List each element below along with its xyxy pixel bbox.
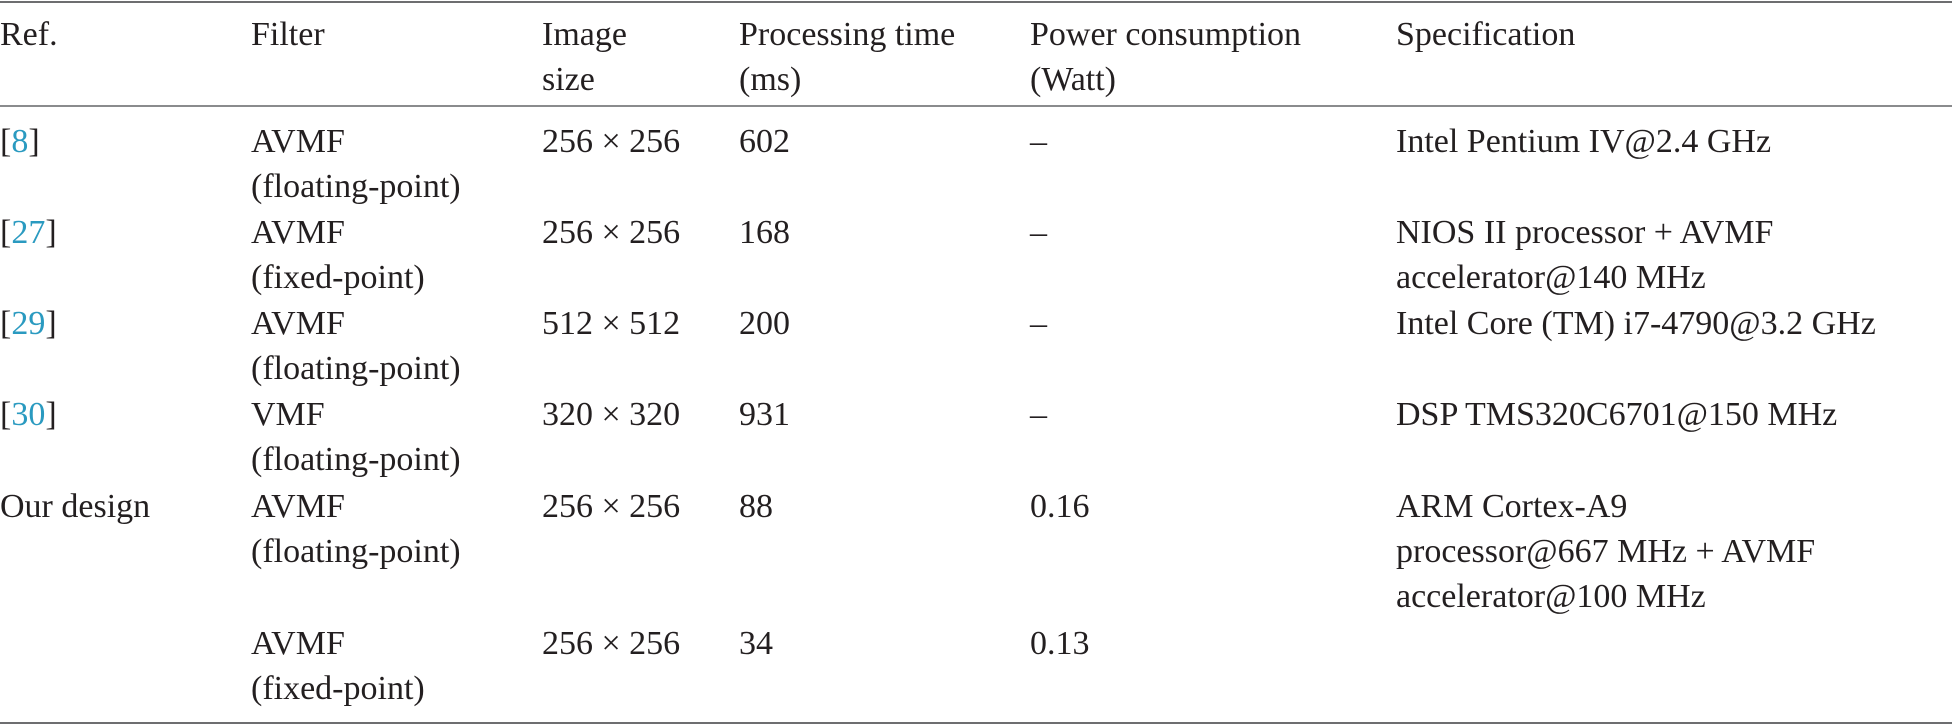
header-power-line1: Power consumption <box>1030 16 1302 53</box>
header-filter-label: Filter <box>251 16 325 53</box>
citation-link-30[interactable]: 30 <box>11 396 46 433</box>
header-processing-time-line1: Processing time <box>739 16 956 53</box>
row-6-processing-time: 34 <box>739 625 773 662</box>
row-4-ref: [30] <box>0 392 57 437</box>
row-1-image-size: 256 × 256 <box>542 123 681 160</box>
row-1-filter-line2: (floating-point) <box>251 168 461 205</box>
row-3-processing-time: 200 <box>739 305 790 342</box>
row-2-power: – <box>1030 214 1047 251</box>
row-5-power: 0.16 <box>1030 488 1090 525</box>
header-specification-label: Specification <box>1396 16 1576 53</box>
header-image-size-line2: size <box>542 61 595 98</box>
row-3-ref: [29] <box>0 301 57 346</box>
header-image-size: Image size <box>542 12 627 102</box>
row-5-spec-line3: accelerator@100 MHz <box>1396 578 1706 615</box>
bracket-close: ] <box>45 396 57 433</box>
row-5-filter: AVMF (floating-point) <box>251 484 461 574</box>
row-3-filter-line1: AVMF <box>251 305 345 342</box>
row-1-spec-line1: Intel Pentium IV@2.4 GHz <box>1396 123 1772 160</box>
row-6-power: 0.13 <box>1030 625 1090 662</box>
row-3-filter: AVMF (floating-point) <box>251 301 461 391</box>
row-5-filter-line2: (floating-point) <box>251 533 461 570</box>
citation-link-8[interactable]: 8 <box>11 123 29 160</box>
row-5-filter-line1: AVMF <box>251 488 345 525</box>
header-image-size-line1: Image <box>542 16 627 53</box>
row-1-ref: [8] <box>0 119 40 164</box>
row-2-spec-line2: accelerator@140 MHz <box>1396 259 1706 296</box>
header-processing-time-line2: (ms) <box>739 61 802 98</box>
citation-link-27[interactable]: 27 <box>11 214 46 251</box>
row-4-image-size: 320 × 320 <box>542 396 681 433</box>
row-2-ref: [27] <box>0 210 57 255</box>
header-specification: Specification <box>1396 12 1575 57</box>
row-4-filter-line1: VMF <box>251 396 325 433</box>
header-ref-label: Ref. <box>0 16 58 53</box>
row-5-spec-line1: ARM Cortex-A9 <box>1396 488 1628 525</box>
table-header-rule <box>0 105 1952 107</box>
row-1-specification: Intel Pentium IV@2.4 GHz <box>1396 119 1771 164</box>
row-5-spec-line2: processor@667 MHz + AVMF <box>1396 533 1816 570</box>
row-5-processing-time: 88 <box>739 488 773 525</box>
row-2-specification: NIOS II processor + AVMF accelerator@140… <box>1396 210 1773 300</box>
row-3-filter-line2: (floating-point) <box>251 350 461 387</box>
row-6-filter-line1: AVMF <box>251 625 345 662</box>
row-1-filter: AVMF (floating-point) <box>251 119 461 209</box>
row-1-power: – <box>1030 123 1047 160</box>
row-6-image-size: 256 × 256 <box>542 625 681 662</box>
row-4-filter-line2: (floating-point) <box>251 441 461 478</box>
row-5-specification: ARM Cortex-A9 processor@667 MHz + AVMF a… <box>1396 484 1815 619</box>
row-2-filter: AVMF (fixed-point) <box>251 210 425 300</box>
bracket-open: [ <box>0 305 12 342</box>
bracket-open: [ <box>0 123 12 160</box>
bracket-open: [ <box>0 396 12 433</box>
row-5-image-size: 256 × 256 <box>542 488 681 525</box>
row-5-ref: Our design <box>0 488 151 525</box>
header-filter: Filter <box>251 12 325 57</box>
row-4-filter: VMF (floating-point) <box>251 392 461 482</box>
bracket-close: ] <box>45 214 57 251</box>
bracket-close: ] <box>28 123 40 160</box>
row-4-specification: DSP TMS320C6701@150 MHz <box>1396 392 1837 437</box>
bracket-close: ] <box>45 305 57 342</box>
row-4-power: – <box>1030 396 1047 433</box>
row-1-filter-line1: AVMF <box>251 123 345 160</box>
row-3-spec-line1: Intel Core (TM) i7-4790@3.2 GHz <box>1396 305 1876 342</box>
header-power: Power consumption (Watt) <box>1030 12 1301 102</box>
row-2-filter-line2: (fixed-point) <box>251 259 425 296</box>
bracket-open: [ <box>0 214 12 251</box>
row-6-filter-line2: (fixed-point) <box>251 670 425 707</box>
row-4-spec-line1: DSP TMS320C6701@150 MHz <box>1396 396 1838 433</box>
header-ref: Ref. <box>0 12 58 57</box>
row-2-filter-line1: AVMF <box>251 214 345 251</box>
row-1-processing-time: 602 <box>739 123 790 160</box>
row-6-filter: AVMF (fixed-point) <box>251 621 425 711</box>
row-3-power: – <box>1030 305 1047 342</box>
citation-link-29[interactable]: 29 <box>11 305 46 342</box>
row-2-processing-time: 168 <box>739 214 790 251</box>
row-3-specification: Intel Core (TM) i7-4790@3.2 GHz <box>1396 301 1876 346</box>
row-2-spec-line1: NIOS II processor + AVMF <box>1396 214 1774 251</box>
table-top-rule <box>0 1 1952 3</box>
row-2-image-size: 256 × 256 <box>542 214 681 251</box>
table-bottom-rule <box>0 722 1952 724</box>
header-power-line2: (Watt) <box>1030 61 1116 98</box>
row-3-image-size: 512 × 512 <box>542 305 681 342</box>
header-processing-time: Processing time (ms) <box>739 12 955 102</box>
row-4-processing-time: 931 <box>739 396 790 433</box>
